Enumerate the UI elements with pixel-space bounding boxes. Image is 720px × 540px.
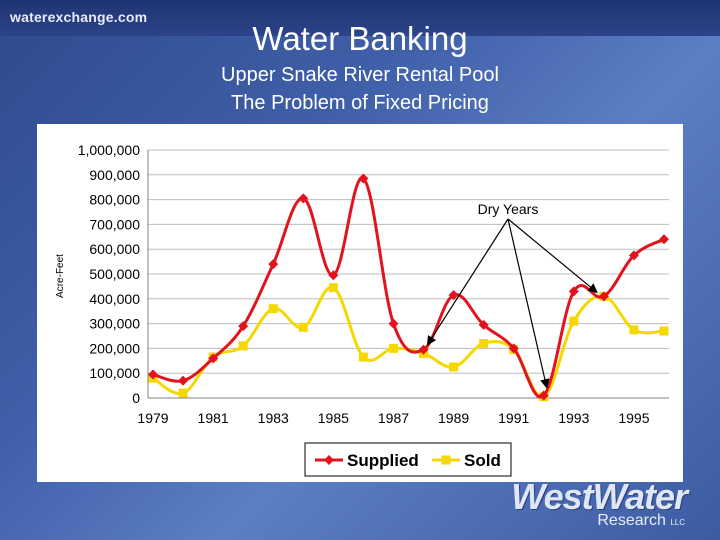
data-point-sold (659, 326, 669, 336)
y-tick-label: 700,000 (89, 216, 140, 232)
data-point-sold (479, 338, 489, 348)
x-tick-label: 1991 (498, 410, 529, 426)
y-tick-label: 300,000 (89, 316, 140, 332)
slide-subtitle-line1: Upper Snake River Rental Pool (221, 64, 499, 86)
y-tick-label: 400,000 (89, 291, 140, 307)
x-tick-label: 1983 (258, 410, 289, 426)
data-point-sold (328, 283, 338, 293)
y-tick-label: 1,000,000 (78, 142, 140, 158)
annotation-arrow (507, 218, 598, 294)
x-tick-label: 1989 (438, 410, 469, 426)
data-point-sold (298, 322, 308, 332)
data-point-sold (238, 341, 248, 351)
x-tick-label: 1985 (318, 410, 349, 426)
slide-title: Water Banking (252, 20, 468, 57)
data-point-supplied (388, 318, 399, 329)
data-point-supplied (238, 321, 249, 332)
x-tick-label: 1993 (558, 410, 589, 426)
data-point-supplied (568, 286, 579, 297)
slide-subtitle-line2: The Problem of Fixed Pricing (231, 92, 489, 114)
data-point-supplied (478, 319, 489, 330)
data-point-sold (629, 325, 639, 335)
site-header-bar: waterexchange.com (0, 0, 720, 36)
brand-sub-text: Research (597, 512, 666, 529)
x-tick-label: 1981 (198, 410, 229, 426)
line-chart: 0 100,000 200,000 300,000 400,000 500,000 600,… (55, 142, 669, 477)
data-point-supplied (328, 270, 339, 281)
legend-label-sold: Sold (464, 451, 501, 470)
brand-logo: WestWater Research LLC (485, 476, 705, 540)
data-point-supplied (508, 343, 519, 354)
y-tick-label: 200,000 (89, 340, 140, 356)
data-point-supplied (178, 375, 189, 386)
data-point-supplied (148, 369, 158, 380)
data-point-sold (449, 362, 459, 372)
y-tick-label: 600,000 (89, 241, 140, 257)
data-point-supplied (208, 353, 219, 364)
x-tick-label: 1995 (618, 410, 649, 426)
data-point-supplied (268, 259, 279, 270)
y-tick-label: 100,000 (89, 365, 140, 381)
data-point-sold (178, 388, 188, 398)
data-point-sold (388, 343, 398, 353)
data-point-supplied (598, 291, 609, 302)
x-tick-label: 1979 (137, 410, 168, 426)
site-url-label[interactable]: waterexchange.com (10, 9, 148, 25)
y-tick-label: 500,000 (89, 266, 140, 282)
annotation-dry-years: Dry Years (478, 201, 539, 217)
brand-suffix: LLC (670, 518, 685, 527)
y-tick-label: 0 (132, 390, 140, 406)
brand-name: WestWater (511, 476, 688, 517)
data-point-supplied (298, 193, 309, 204)
legend-label-supplied: Supplied (347, 451, 419, 470)
data-point-sold (569, 316, 579, 326)
data-point-sold (358, 352, 368, 362)
data-point-supplied (538, 390, 549, 401)
legend-marker-sold (441, 455, 451, 465)
data-point-supplied (418, 344, 429, 355)
annotation-arrow (507, 218, 550, 389)
data-point-sold (268, 304, 278, 314)
chart-panel: 0 100,000 200,000 300,000 400,000 500,000 600,… (37, 124, 683, 482)
series-line-supplied (152, 176, 665, 399)
data-point-supplied (358, 173, 369, 184)
x-tick-label: 1987 (378, 410, 409, 426)
brand-subtitle: Research LLC (597, 512, 685, 530)
y-tick-label: 900,000 (89, 167, 140, 183)
data-point-supplied (659, 234, 669, 245)
y-axis-label: Acre-Feet (55, 254, 66, 298)
annotation-arrow (426, 218, 509, 346)
y-tick-label: 800,000 (89, 192, 140, 208)
data-point-supplied (628, 250, 639, 261)
legend-marker-supplied (324, 455, 334, 465)
data-point-supplied (448, 290, 459, 301)
